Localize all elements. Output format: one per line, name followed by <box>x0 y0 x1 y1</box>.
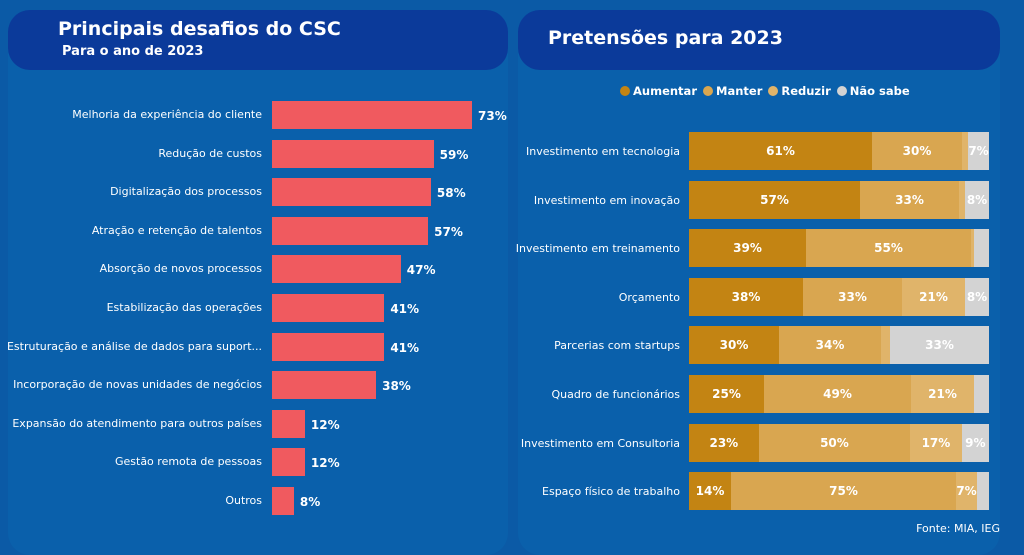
data-label: 8% <box>299 495 321 509</box>
left-chart-title: Principais desafios do CSC <box>58 18 341 40</box>
category-label: Investimento em inovação <box>533 193 680 207</box>
category-label: Orçamento <box>618 290 680 304</box>
left-chart-subtitle: Para o ano de 2023 <box>62 44 204 59</box>
category-label: Investimento em treinamento <box>515 242 680 256</box>
data-label: 41% <box>390 340 420 355</box>
bar-segment: 21% <box>902 277 965 316</box>
legend-swatch <box>703 86 713 96</box>
bar-segment: 57% <box>689 180 860 219</box>
bar <box>272 409 305 438</box>
data-label: 73% <box>478 109 507 123</box>
category-label: Incorporação de novas unidades de negóci… <box>13 378 262 392</box>
bar-segment: 25% <box>689 375 764 413</box>
bar-segment: 75% <box>731 472 956 511</box>
data-label: 12% <box>310 456 340 471</box>
category-label: Investimento em tecnologia <box>526 145 680 158</box>
bar <box>272 448 305 477</box>
legend-label: Aumentar <box>633 84 697 98</box>
category-label: Gestão remota de pessoas <box>114 455 262 469</box>
category-label: Espaço físico de trabalho <box>542 485 680 499</box>
legend-label: Não sabe <box>849 84 910 98</box>
bar-segment: 61% <box>689 132 872 170</box>
bar-segment: 33% <box>890 326 989 365</box>
bar-segment: 49% <box>764 375 911 413</box>
category-label: Estruturação e análise de dados para sup… <box>6 339 262 353</box>
data-label: 47% <box>406 263 436 278</box>
bar-segment: 39% <box>689 229 806 268</box>
bar-segment: 21% <box>911 375 974 413</box>
bar <box>272 216 429 245</box>
data-label: 59% <box>439 147 469 162</box>
data-label: 57% <box>434 224 463 239</box>
bar-segment: 17% <box>910 423 962 462</box>
bar <box>272 371 377 400</box>
bar <box>272 178 431 207</box>
category-label: Outros <box>225 494 262 507</box>
bar-segment: 34% <box>779 326 881 365</box>
legend-item: Aumentar <box>620 84 697 98</box>
category-label: Melhoria da experiência do cliente <box>72 108 262 121</box>
data-label: 58% <box>436 186 466 201</box>
left-header <box>8 10 508 70</box>
bar-segment <box>974 229 989 268</box>
bar-segment <box>962 132 968 170</box>
bar <box>272 332 385 361</box>
bar-segment <box>974 375 989 413</box>
legend: Aumentar Manter Reduzir Não sabe <box>620 84 910 98</box>
bar-segment: 9% <box>961 423 989 462</box>
bar-segment: 8% <box>965 277 989 316</box>
legend-item: Reduzir <box>768 84 831 98</box>
bar-segment: 8% <box>965 180 989 219</box>
bar-segment <box>959 180 965 219</box>
legend-swatch <box>768 86 779 96</box>
data-label: 41% <box>390 302 420 316</box>
right-chart-title: Pretensões para 2023 <box>548 27 783 49</box>
bar <box>272 294 385 322</box>
bar-segment: 7% <box>956 472 977 511</box>
data-label: 38% <box>382 379 411 394</box>
left-panel <box>8 10 508 555</box>
bar <box>272 487 294 515</box>
legend-item: Manter <box>703 84 762 98</box>
legend-item: Não sabe <box>836 84 910 98</box>
bar-segment: 7% <box>968 132 989 170</box>
bar-segment: 23% <box>689 423 759 462</box>
bar-segment <box>977 472 989 511</box>
category-label: Parcerias com startups <box>554 339 680 353</box>
bar-segment: 50% <box>758 423 911 462</box>
category-label: Redução de custos <box>158 146 262 160</box>
category-label: Expansão do atendimento para outros país… <box>12 416 262 430</box>
right-header <box>518 10 1000 70</box>
bar <box>272 255 401 284</box>
bar-segment: 55% <box>806 229 971 268</box>
bar-segment: 30% <box>689 326 779 365</box>
bar-segment: 30% <box>872 132 962 170</box>
category-label: Quadro de funcionários <box>551 388 680 401</box>
bar-segment: 38% <box>689 277 803 316</box>
category-label: Estabilização das operações <box>106 301 262 314</box>
legend-swatch <box>620 86 630 96</box>
legend-label: Reduzir <box>781 84 831 98</box>
bar-segment <box>881 326 890 365</box>
bar <box>272 101 473 129</box>
bar-segment <box>971 229 974 268</box>
bar-segment: 33% <box>803 277 902 316</box>
category-label: Absorção de novos processos <box>99 262 262 276</box>
legend-swatch <box>836 86 847 96</box>
category-label: Atração e retenção de talentos <box>91 223 262 237</box>
category-label: Digitalização dos processos <box>110 185 262 199</box>
category-label: Investimento em Consultoria <box>520 436 680 450</box>
bar-segment: 14% <box>689 472 731 511</box>
legend-label: Manter <box>716 84 763 98</box>
bar-segment: 33% <box>860 180 959 219</box>
data-label: 12% <box>310 417 340 432</box>
bar <box>272 139 434 168</box>
source-note: Fonte: MIA, IEG <box>916 522 1000 535</box>
